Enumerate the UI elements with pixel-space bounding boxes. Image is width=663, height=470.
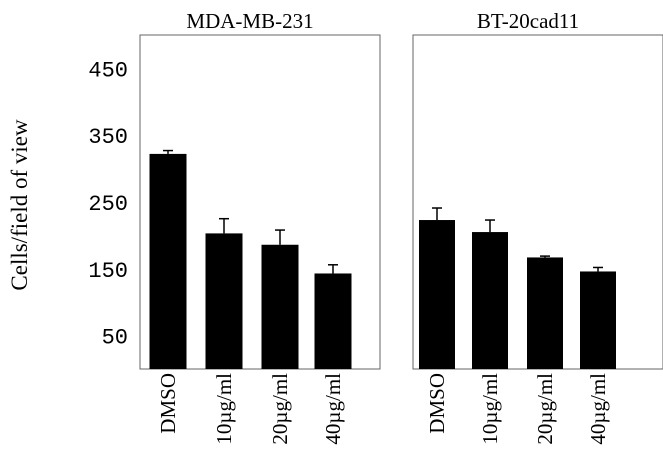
bar-3 — [261, 244, 299, 369]
chart-panel-1: MDA-MB-231 50 150 250 350 450 DMSO 10µg/ml 20µg/… — [88, 9, 381, 445]
bar-1 — [149, 153, 187, 369]
x-tick-label: 40µg/ml — [321, 373, 345, 445]
chart-panel-2: BT-20cad11 DMSO 10µg/ml 20µg/ml 40µg/ml — [412, 9, 663, 445]
bar-4 — [580, 271, 616, 369]
y-axis-label: Cells/field of view — [7, 119, 32, 291]
bar-1 — [419, 220, 455, 369]
plot-frame — [139, 34, 381, 370]
x-tick-label: 20µg/ml — [533, 373, 557, 445]
y-tick-label: 350 — [88, 125, 128, 150]
y-tick-label: 50 — [102, 326, 128, 351]
x-tick-label: DMSO — [425, 373, 449, 434]
y-tick-label: 250 — [88, 192, 128, 217]
chart-title: MDA-MB-231 — [186, 9, 313, 33]
bar-2 — [472, 232, 508, 369]
chart-title: BT-20cad11 — [477, 9, 579, 33]
x-tick-label: 20µg/ml — [268, 373, 292, 445]
y-tick-label: 450 — [88, 58, 128, 83]
bar-4 — [314, 273, 352, 369]
x-tick-label: 40µg/ml — [586, 373, 610, 445]
bar-3 — [527, 257, 563, 369]
x-tick-label: 10µg/ml — [212, 373, 236, 445]
bar-2 — [205, 233, 243, 369]
y-tick-label: 150 — [88, 259, 128, 284]
x-tick-label: DMSO — [156, 373, 180, 434]
x-tick-label: 10µg/ml — [478, 373, 502, 445]
